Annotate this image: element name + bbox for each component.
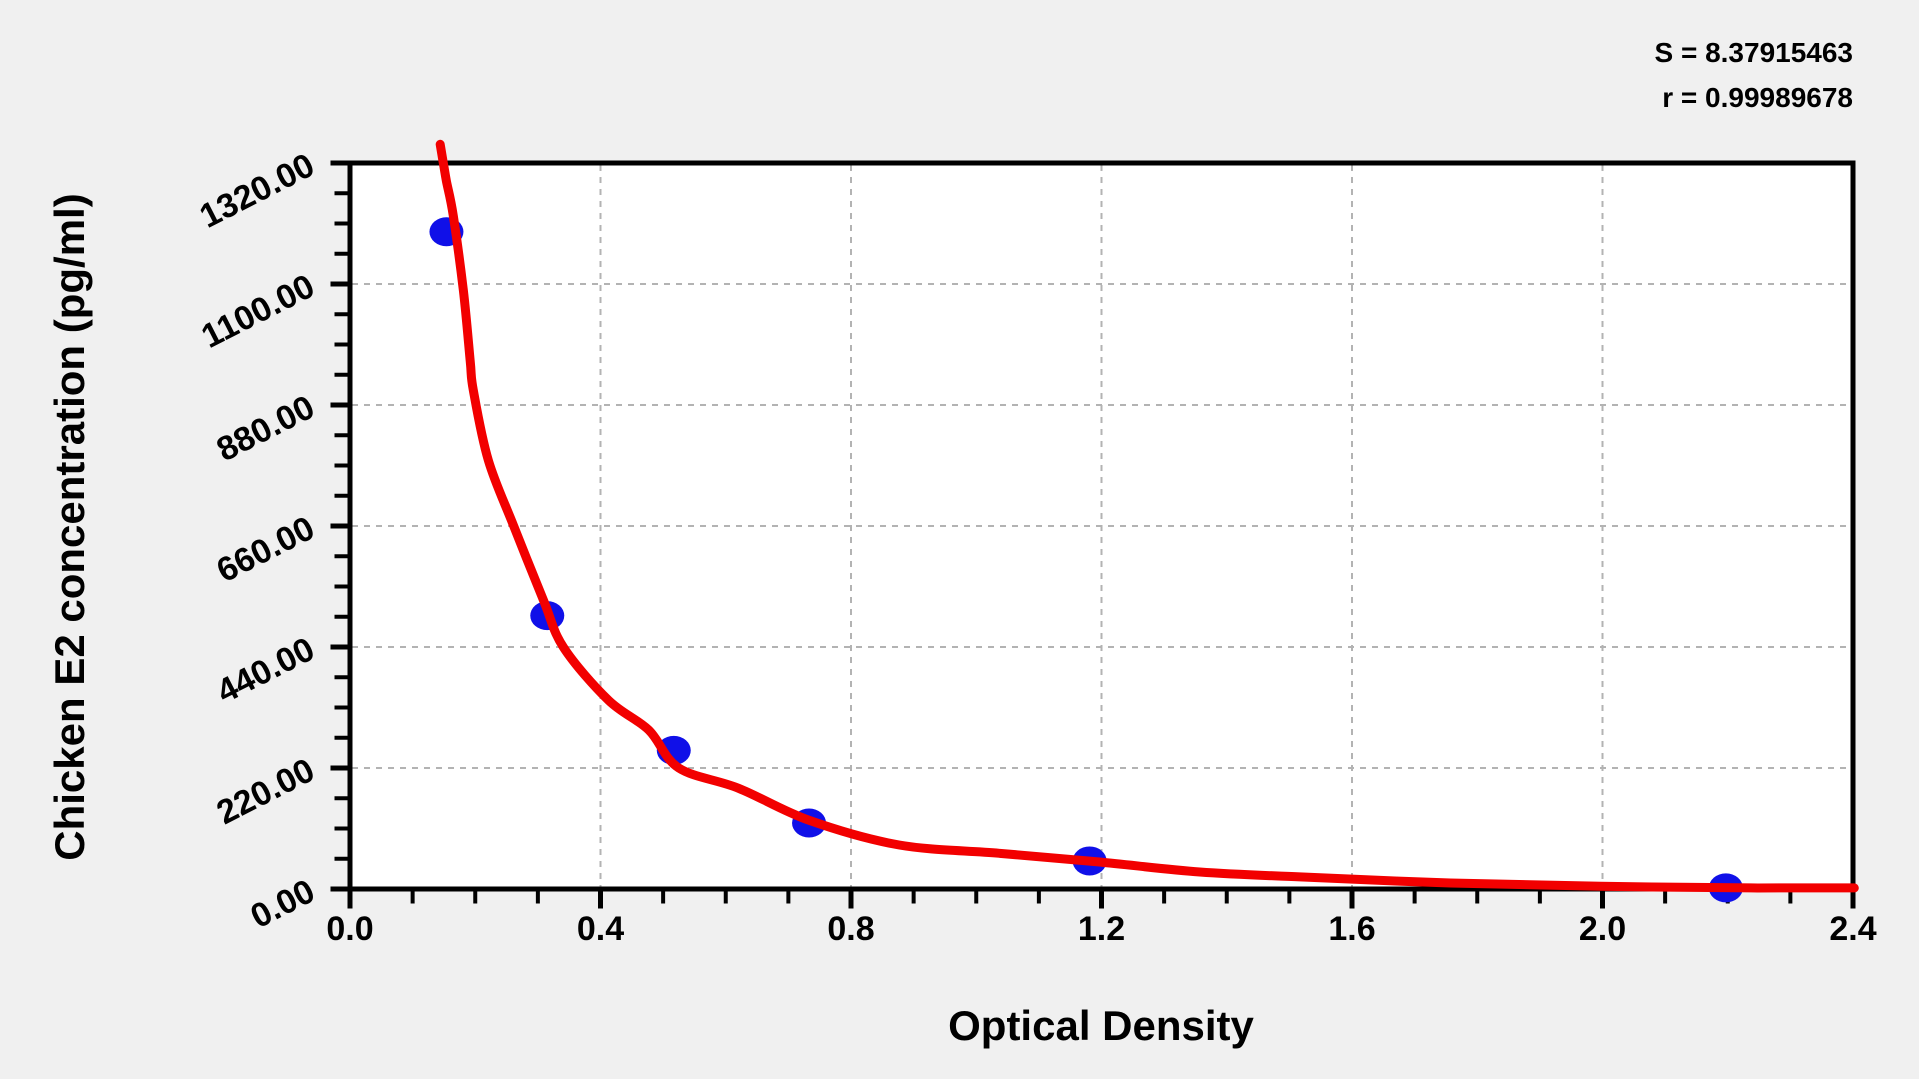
gridlines <box>352 165 1851 887</box>
axis-ticks <box>330 160 1856 909</box>
x-tick-label: 1.6 <box>1328 910 1376 948</box>
x-tick-label: 0.0 <box>326 910 374 948</box>
x-tick-label: 2.4 <box>1829 910 1877 948</box>
fit-statistics: S = 8.37915463 r = 0.99989678 <box>1654 30 1853 120</box>
plot-border <box>347 160 1856 892</box>
x-tick-label: 0.8 <box>827 910 875 948</box>
y-axis-title: Chicken E2 concentration (pg/ml) <box>46 193 93 861</box>
fitted-curve <box>435 139 1859 893</box>
x-axis-title: Optical Density <box>948 1002 1254 1049</box>
x-tick-label: 0.4 <box>576 910 625 948</box>
fit-stat-r: r = 0.99989678 <box>1662 82 1853 113</box>
x-tick-label: 2.0 <box>1578 910 1627 948</box>
x-tick-label: 1.2 <box>1077 910 1126 948</box>
fit-stat-s: S = 8.37915463 <box>1654 37 1853 68</box>
